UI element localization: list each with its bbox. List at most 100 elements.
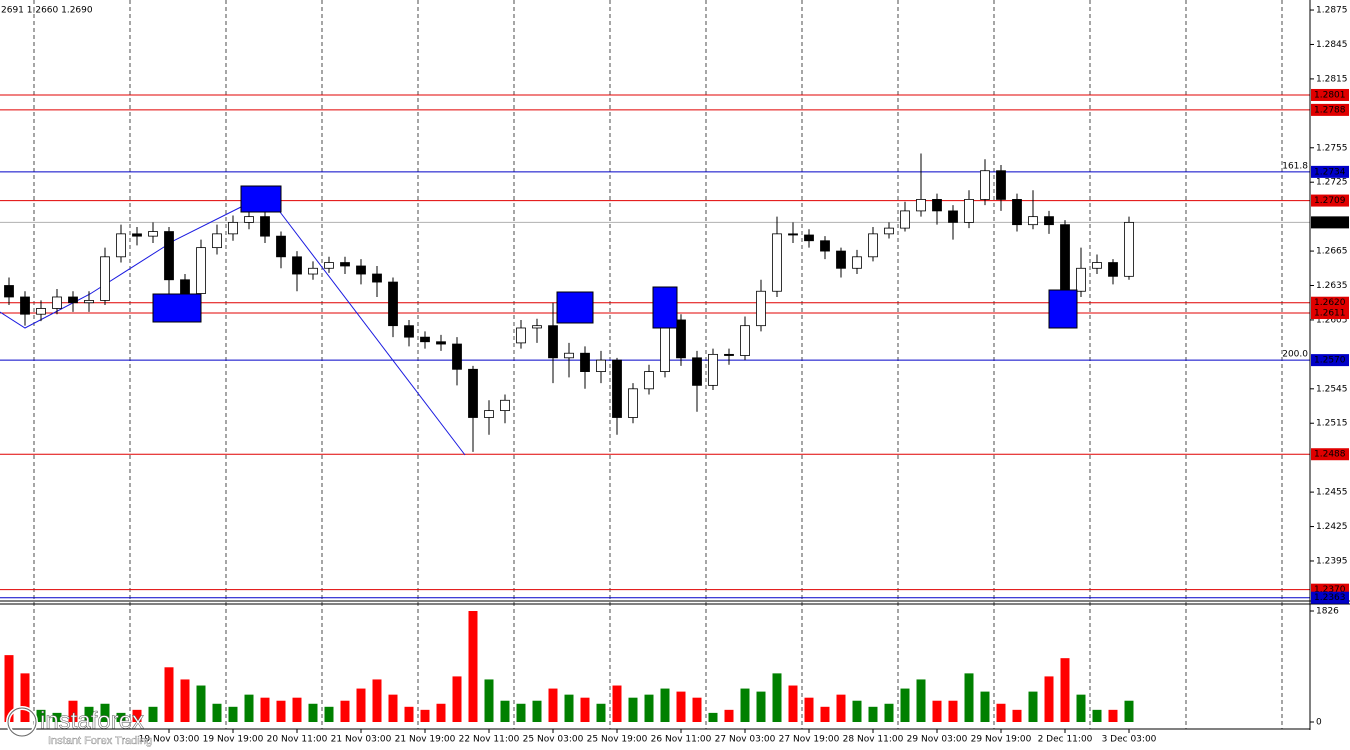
volume-bar xyxy=(996,703,1006,722)
volume-bar xyxy=(1108,709,1118,722)
volume-bar xyxy=(36,709,46,722)
logo-icon xyxy=(7,707,37,737)
levels: 161.8 200.0 xyxy=(0,94,1310,599)
volume-bar xyxy=(660,688,670,722)
candle-body xyxy=(308,267,318,275)
volume-bar xyxy=(404,706,414,722)
candle-body xyxy=(628,388,638,418)
candle-body xyxy=(1044,216,1054,226)
x-tick-label: 27 Nov 19:00 xyxy=(779,735,840,745)
price-level-box xyxy=(1311,165,1349,178)
volume-bar xyxy=(868,706,878,722)
volume-bar xyxy=(612,685,622,722)
volume-bar xyxy=(148,706,158,722)
candle-body xyxy=(772,233,782,292)
volume-bar xyxy=(788,685,798,722)
volume-bar xyxy=(68,700,78,722)
candle-body xyxy=(260,216,270,237)
volume-bar xyxy=(756,691,766,722)
volume-bar xyxy=(548,688,558,722)
candle-body xyxy=(196,247,206,294)
trend-line xyxy=(0,204,246,329)
volume-bar xyxy=(1076,694,1086,722)
candle-body xyxy=(804,234,814,242)
candle-body xyxy=(4,285,14,298)
price-level-label: 1.2788 xyxy=(1314,105,1346,115)
volume xyxy=(4,611,1134,722)
volume-bar xyxy=(916,679,926,722)
x-tick-label: 29 Nov 19:00 xyxy=(971,735,1032,745)
x-tick-label: 21 Nov 19:00 xyxy=(395,735,456,745)
signal-box xyxy=(152,293,202,323)
candle-body xyxy=(276,235,286,258)
candle-body xyxy=(292,256,302,275)
candle-body xyxy=(820,240,830,252)
price-level-box xyxy=(1311,354,1349,367)
volume-bar xyxy=(948,700,958,722)
volume-bar xyxy=(84,706,94,722)
volume-bar xyxy=(852,700,862,722)
volume-bar xyxy=(100,703,110,722)
volume-tick-label: 0 xyxy=(1316,718,1322,728)
volume-bar xyxy=(372,679,382,722)
y-tick-label: 1.2455 xyxy=(1316,488,1348,498)
volume-bar xyxy=(260,697,270,722)
volume-bar xyxy=(180,679,190,722)
volume-bar xyxy=(804,697,814,722)
candle-body xyxy=(1028,216,1038,226)
volume-bar xyxy=(564,694,574,722)
candle-body xyxy=(852,256,862,269)
candle-body xyxy=(980,170,990,200)
candle-body xyxy=(1060,224,1070,292)
candle-body xyxy=(132,233,142,237)
volume-bar xyxy=(276,700,286,722)
volume-bar xyxy=(740,688,750,722)
price-level-label: 1.2801 xyxy=(1314,90,1346,100)
candle-body xyxy=(612,359,622,418)
candle-body xyxy=(1108,262,1118,277)
candle-body xyxy=(788,233,798,236)
volume-bar xyxy=(1092,709,1102,722)
candle-body xyxy=(884,227,894,235)
candle-body xyxy=(340,262,350,267)
y-tick-label: 1.2755 xyxy=(1316,143,1348,153)
header-text: 2691 1.2660 1.2690 xyxy=(1,6,93,16)
volume-bar xyxy=(292,697,302,722)
volume-bar xyxy=(980,691,990,722)
candle-body xyxy=(20,296,30,315)
candle-body xyxy=(900,210,910,229)
price-level-label: 1.2690 xyxy=(1314,218,1346,228)
volume-bar xyxy=(356,688,366,722)
candle-body xyxy=(548,325,558,359)
candle-body xyxy=(724,353,734,356)
volume-bar xyxy=(708,712,718,722)
x-tick-label: 20 Nov 11:00 xyxy=(267,735,328,745)
candle-body xyxy=(596,359,606,372)
candle-body xyxy=(228,221,238,235)
volume-bar xyxy=(228,706,238,722)
volume-bar xyxy=(212,703,222,722)
candle-body xyxy=(484,410,494,418)
price-axis: 1.2875 1.2845 1.2815 1.2755 1.2725 1.2665 1.26… xyxy=(1310,6,1349,728)
candle-body xyxy=(404,325,414,338)
price-level-label: 1.2611 xyxy=(1314,309,1346,319)
volume-bar xyxy=(1124,700,1134,722)
x-tick-label: 19 Nov 19:00 xyxy=(203,735,264,745)
candle-body xyxy=(1012,199,1022,226)
price-level-label: 1.2620 xyxy=(1314,298,1346,308)
volume-bar xyxy=(1012,709,1022,722)
y-tick-label: 1.2605 xyxy=(1316,315,1348,325)
candles xyxy=(4,153,1134,452)
price-level-box xyxy=(1311,88,1349,101)
signal-box xyxy=(556,291,594,324)
volume-bar xyxy=(164,667,174,722)
trend-line xyxy=(279,211,466,456)
volume-bar xyxy=(836,694,846,722)
x-tick-label: 21 Nov 03:00 xyxy=(331,735,392,745)
price-level-label: 1.2363 xyxy=(1314,593,1346,603)
y-tick-label: 1.2665 xyxy=(1316,247,1348,257)
x-tick-label: 19 Nov 03:00 xyxy=(139,735,200,745)
volume-bar xyxy=(388,694,398,722)
candle-body xyxy=(932,199,942,212)
volume-bar xyxy=(4,655,14,722)
